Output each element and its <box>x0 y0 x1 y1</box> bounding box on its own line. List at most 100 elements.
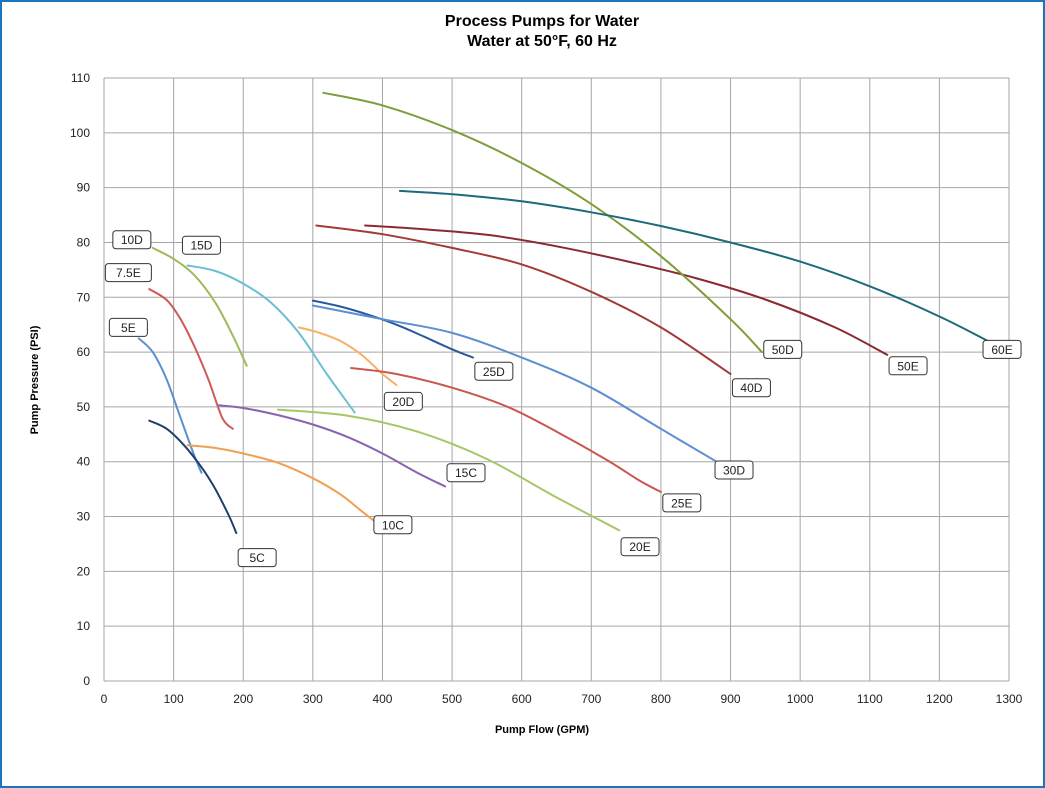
curve-label-25E: 25E <box>662 493 702 513</box>
curve-label-text: 50D <box>772 343 794 357</box>
series-line-15C <box>217 404 447 488</box>
curve-label-text: 25D <box>483 365 505 379</box>
series-line-10D <box>151 246 248 367</box>
curve-label-box <box>620 537 660 557</box>
curve-label-5C: 5C <box>237 548 277 568</box>
y-tick-label: 80 <box>77 235 91 249</box>
x-tick-label: 1000 <box>787 692 814 706</box>
curve-label-20D: 20D <box>383 391 423 411</box>
curve-label-10D: 10D <box>112 230 152 250</box>
curve-label-5E: 5E <box>108 317 148 337</box>
curve-label-text: 20D <box>392 395 414 409</box>
x-axis-title: Pump Flow (GPM) <box>495 724 589 736</box>
series-line-50D <box>322 91 763 354</box>
curve-label-box <box>446 463 486 483</box>
series-line-40D <box>315 224 732 375</box>
series-line-7.5E <box>148 288 234 430</box>
curve-label-text: 20E <box>629 540 650 554</box>
curve-label-text: 30D <box>723 463 745 477</box>
series-line-5C <box>148 419 238 534</box>
series-line-30D <box>311 304 718 463</box>
x-tick-label: 0 <box>101 692 108 706</box>
y-tick-label: 70 <box>77 290 91 304</box>
curve-label-box <box>112 230 152 250</box>
curve-label-text: 50E <box>897 359 918 373</box>
curve-labels: 5E 7.5E 10D 15D 5C 10C 15C 20D 25D 20E 25E 30D 40D 50… <box>104 230 1022 568</box>
series-line-50E <box>364 224 889 356</box>
x-tick-label: 600 <box>512 692 532 706</box>
y-tick-label: 90 <box>77 181 91 195</box>
series-line-25D <box>311 299 474 359</box>
curve-label-box <box>383 391 423 411</box>
x-tick-label: 400 <box>372 692 392 706</box>
x-tick-label: 700 <box>581 692 601 706</box>
curve-label-40D: 40D <box>731 378 771 398</box>
series-line-10C <box>186 444 377 523</box>
curve-label-text: 5C <box>249 551 265 565</box>
series-line-60E <box>398 189 990 343</box>
curve-label-50D: 50D <box>763 339 803 359</box>
curve-label-60E: 60E <box>982 339 1022 359</box>
series-line-25E <box>350 367 662 493</box>
grid-lines <box>103 77 1010 682</box>
y-axis-title: Pump Pressure (PSI) <box>29 325 41 434</box>
curve-label-box <box>373 515 413 535</box>
chart-subtitle: Water at 50°F, 60 Hz <box>467 33 617 50</box>
y-tick-label: 110 <box>71 71 90 85</box>
curve-label-box <box>763 339 803 359</box>
x-tick-label: 800 <box>651 692 671 706</box>
curve-label-20E: 20E <box>620 537 660 557</box>
curve-label-7.5E: 7.5E <box>104 263 152 283</box>
y-tick-label: 40 <box>77 455 91 469</box>
x-tick-label: 200 <box>233 692 253 706</box>
series-line-5E <box>137 337 203 474</box>
curve-label-box <box>181 235 221 255</box>
y-tick-label: 10 <box>77 619 91 633</box>
chart-title: Process Pumps for Water <box>445 13 639 30</box>
y-tick-label: 60 <box>77 345 91 359</box>
curve-label-10C: 10C <box>373 515 413 535</box>
curve-label-text: 60E <box>991 343 1012 357</box>
x-tick-label: 100 <box>164 692 184 706</box>
x-tick-label: 1300 <box>996 692 1023 706</box>
curve-label-box <box>888 356 928 376</box>
series-line-20E <box>277 408 621 532</box>
y-tick-label: 100 <box>70 126 90 140</box>
curve-label-text: 10C <box>382 518 404 532</box>
curve-label-15D: 15D <box>181 235 221 255</box>
curve-label-box <box>108 317 148 337</box>
curve-label-text: 40D <box>740 381 762 395</box>
y-tick-label: 0 <box>83 674 90 688</box>
series-line-20D <box>297 326 398 386</box>
x-tick-label: 300 <box>303 692 323 706</box>
axis-ticks: 0 100 200 300 400 500 600 700 800 900 1000 1100 1200… <box>70 71 1023 706</box>
curve-label-box <box>714 460 754 480</box>
curve-label-15C: 15C <box>446 463 486 483</box>
curve-label-box <box>474 361 514 381</box>
curve-label-text: 15D <box>190 239 212 253</box>
curve-label-box <box>731 378 771 398</box>
x-tick-label: 500 <box>442 692 462 706</box>
x-tick-label: 900 <box>721 692 741 706</box>
curve-label-text: 25E <box>671 496 692 510</box>
curve-label-30D: 30D <box>714 460 754 480</box>
series-curves <box>137 91 990 534</box>
curve-label-box <box>104 263 152 283</box>
x-tick-label: 1200 <box>926 692 953 706</box>
curve-label-50E: 50E <box>888 356 928 376</box>
curve-label-box <box>982 339 1022 359</box>
curve-label-text: 10D <box>121 233 143 247</box>
curve-label-25D: 25D <box>474 361 514 381</box>
curve-label-box <box>237 548 277 568</box>
y-tick-label: 50 <box>77 400 91 414</box>
y-tick-label: 20 <box>77 564 91 578</box>
y-tick-label: 30 <box>77 510 91 524</box>
x-tick-label: 1100 <box>857 692 883 706</box>
curve-label-text: 5E <box>121 321 136 335</box>
curve-label-box <box>662 493 702 513</box>
series-line-15D <box>186 264 356 414</box>
curve-label-text: 7.5E <box>116 266 141 280</box>
curve-label-text: 15C <box>455 466 477 480</box>
